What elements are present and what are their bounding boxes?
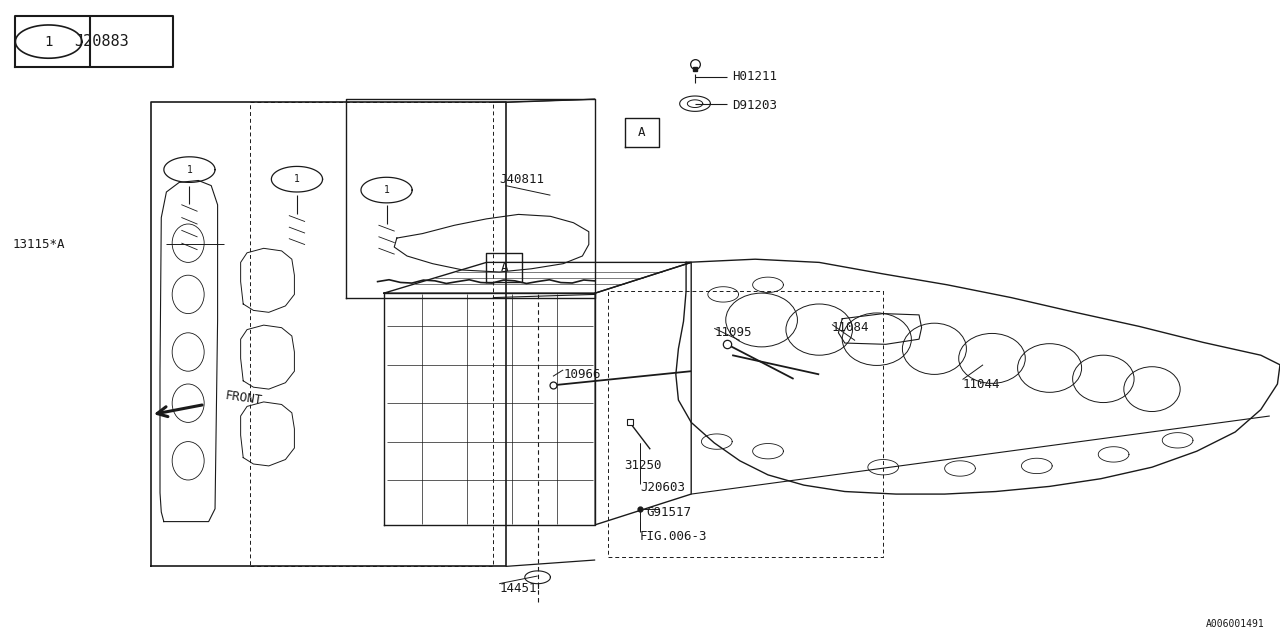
Text: 11044: 11044 <box>963 378 1000 390</box>
Text: 1: 1 <box>294 174 300 184</box>
Text: H01211: H01211 <box>732 70 777 83</box>
Text: 13115*A: 13115*A <box>13 238 65 251</box>
Text: D91203: D91203 <box>732 99 777 112</box>
Text: 11095: 11095 <box>714 326 751 339</box>
Text: 31250: 31250 <box>625 460 662 472</box>
Text: A006001491: A006001491 <box>1206 619 1265 629</box>
Text: A: A <box>639 126 645 140</box>
Text: FRONT: FRONT <box>224 389 262 407</box>
Text: 11084: 11084 <box>832 321 869 334</box>
Text: G91517: G91517 <box>646 506 691 518</box>
Text: J40811: J40811 <box>499 173 544 186</box>
Text: A: A <box>500 260 508 274</box>
Text: FIG.006-3: FIG.006-3 <box>640 530 708 543</box>
Text: 1: 1 <box>187 164 192 175</box>
Text: 14451: 14451 <box>499 582 536 595</box>
Text: 1: 1 <box>45 35 52 49</box>
Text: 10966: 10966 <box>563 368 600 381</box>
Text: 1: 1 <box>384 185 389 195</box>
Text: J20603: J20603 <box>640 481 685 494</box>
Text: J20883: J20883 <box>74 34 129 49</box>
